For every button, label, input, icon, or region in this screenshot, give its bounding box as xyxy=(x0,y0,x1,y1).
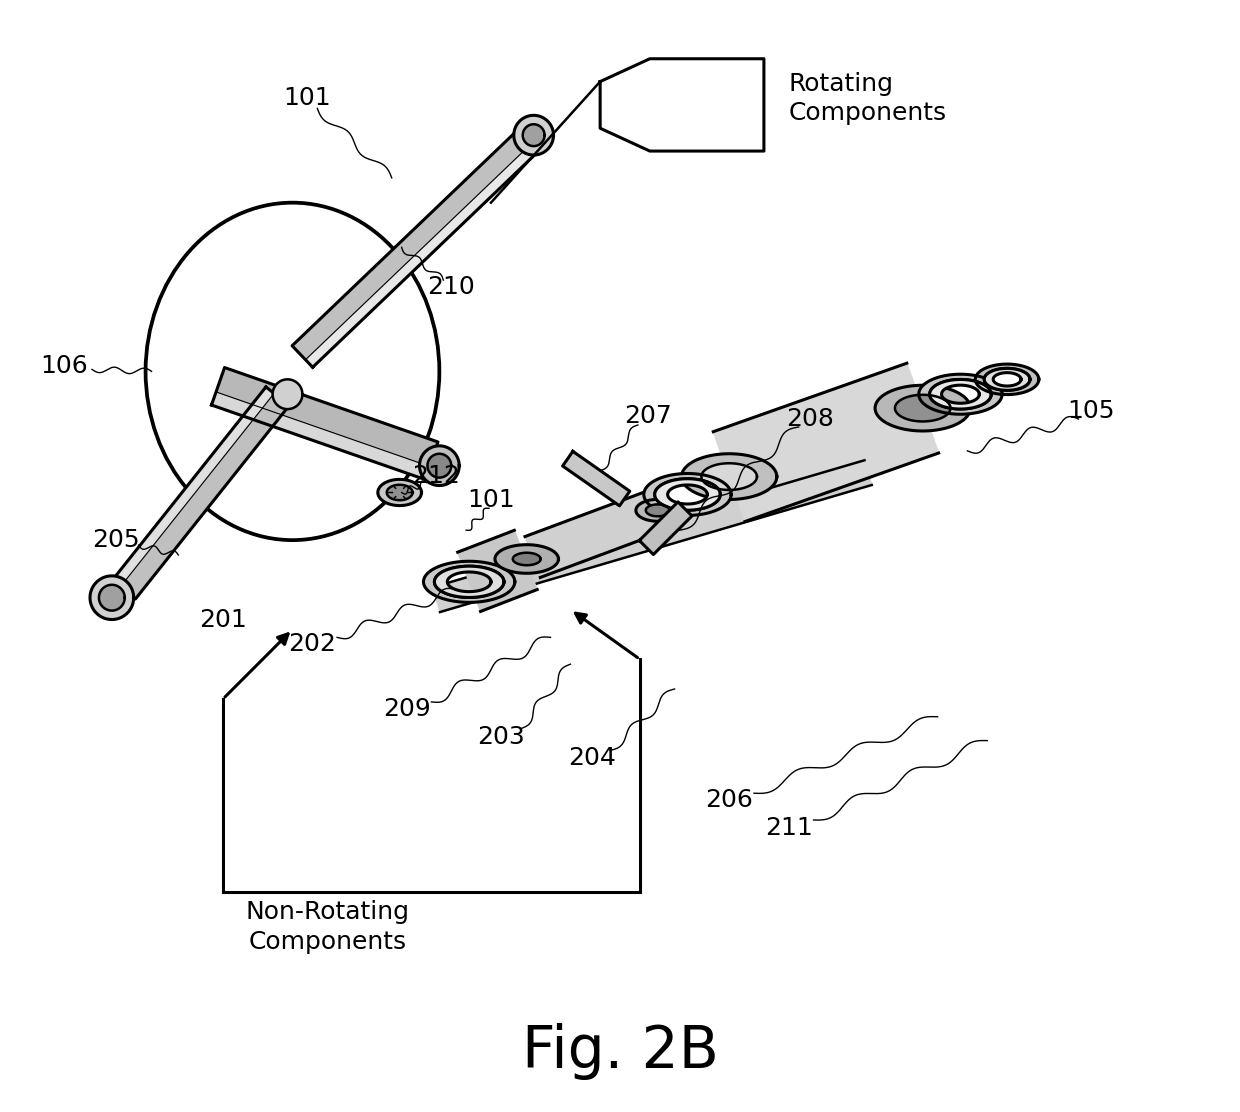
Text: Fig. 2B: Fig. 2B xyxy=(522,1023,718,1080)
Polygon shape xyxy=(895,395,951,421)
Polygon shape xyxy=(713,364,939,522)
Polygon shape xyxy=(458,530,537,612)
Polygon shape xyxy=(378,479,422,506)
Polygon shape xyxy=(644,474,732,516)
Polygon shape xyxy=(273,379,303,409)
Polygon shape xyxy=(99,585,125,610)
Polygon shape xyxy=(212,391,429,479)
Polygon shape xyxy=(640,502,692,555)
Text: 208: 208 xyxy=(786,407,835,431)
Polygon shape xyxy=(682,454,776,499)
Polygon shape xyxy=(216,368,438,466)
Polygon shape xyxy=(433,460,872,612)
Polygon shape xyxy=(976,364,1039,395)
Polygon shape xyxy=(513,116,553,155)
Polygon shape xyxy=(919,375,1002,415)
Text: 205: 205 xyxy=(92,528,140,553)
Text: 206: 206 xyxy=(706,788,753,812)
Polygon shape xyxy=(636,499,680,522)
Polygon shape xyxy=(525,490,666,577)
Polygon shape xyxy=(495,545,558,574)
Polygon shape xyxy=(293,128,533,360)
Polygon shape xyxy=(985,368,1030,390)
Text: 101: 101 xyxy=(467,488,515,513)
Text: 105: 105 xyxy=(1068,399,1115,423)
Polygon shape xyxy=(419,446,459,486)
Polygon shape xyxy=(930,379,991,409)
Text: 204: 204 xyxy=(568,746,616,771)
Polygon shape xyxy=(513,553,541,565)
Polygon shape xyxy=(875,385,971,431)
Polygon shape xyxy=(428,454,451,477)
Text: Non-Rotating
Components: Non-Rotating Components xyxy=(246,901,409,954)
Polygon shape xyxy=(434,566,503,597)
Text: 101: 101 xyxy=(284,87,331,110)
Polygon shape xyxy=(523,125,544,146)
Text: 201: 201 xyxy=(200,607,247,632)
Polygon shape xyxy=(112,387,274,587)
Text: 106: 106 xyxy=(41,355,88,378)
Polygon shape xyxy=(305,141,541,367)
Text: Rotating
Components: Rotating Components xyxy=(789,71,947,126)
Polygon shape xyxy=(387,485,413,500)
Polygon shape xyxy=(563,451,630,506)
Polygon shape xyxy=(91,576,134,619)
Polygon shape xyxy=(702,464,756,490)
Text: 211: 211 xyxy=(765,816,812,840)
Polygon shape xyxy=(655,479,720,510)
Polygon shape xyxy=(120,394,289,599)
Text: 202: 202 xyxy=(289,633,336,656)
Polygon shape xyxy=(424,562,515,603)
Text: 210: 210 xyxy=(428,275,475,299)
Text: 209: 209 xyxy=(383,697,430,721)
Polygon shape xyxy=(646,505,670,516)
Text: 207: 207 xyxy=(624,404,672,428)
Text: 212: 212 xyxy=(413,464,460,487)
Text: 203: 203 xyxy=(477,725,525,748)
